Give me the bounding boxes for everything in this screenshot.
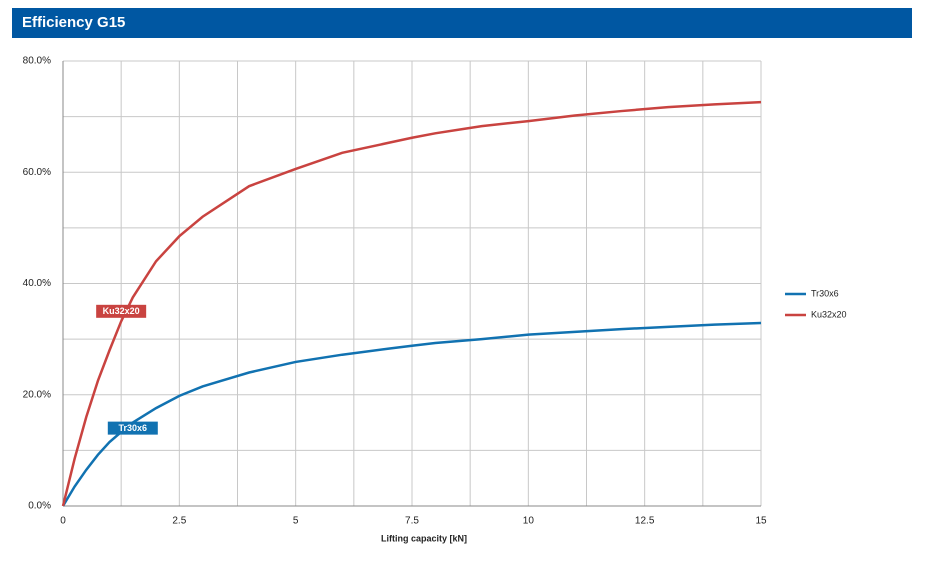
legend-label: Tr30x6 xyxy=(811,288,839,298)
x-tick-label: 0 xyxy=(60,516,66,527)
x-tick-label: 10 xyxy=(523,516,535,527)
line xyxy=(61,100,762,507)
annotation-box xyxy=(96,304,147,318)
x-tick-label: 5 xyxy=(293,516,299,527)
header-bar xyxy=(12,8,912,38)
y-tick-label: 80.0% xyxy=(23,56,51,67)
chart-title: Efficiency G15 xyxy=(22,14,125,31)
x-tick-label: 12.5 xyxy=(635,516,655,527)
y-tick-label: 60.0% xyxy=(23,167,51,178)
y-tick-label: 0.0% xyxy=(28,501,51,512)
annotation-box xyxy=(107,421,158,435)
x-tick-label: 7.5 xyxy=(405,516,419,527)
annotation-label: Ku32x20 xyxy=(103,306,140,316)
x-tick-label: 2.5 xyxy=(172,516,186,527)
legend-label: Ku32x20 xyxy=(811,309,847,319)
y-tick-label: 20.0% xyxy=(23,389,51,400)
annotation-label: Tr30x6 xyxy=(119,423,148,433)
y-tick-label: 40.0% xyxy=(23,278,51,289)
x-tick-label: 15 xyxy=(755,516,767,527)
x-axis-label: Lifting capacity [kN] xyxy=(381,533,467,543)
line xyxy=(61,321,762,507)
